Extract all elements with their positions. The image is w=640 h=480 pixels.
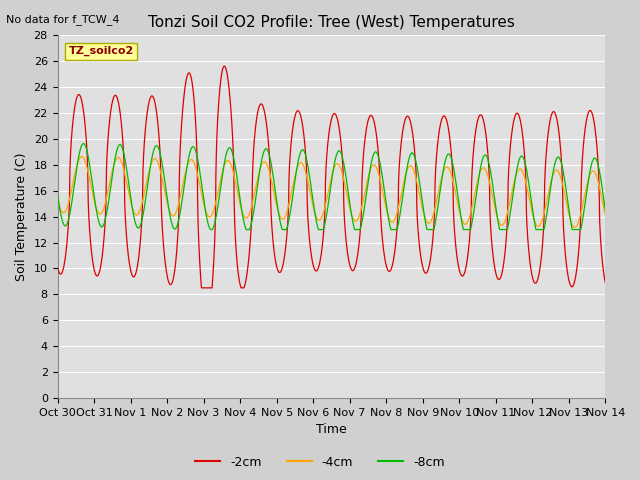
- Y-axis label: Soil Temperature (C): Soil Temperature (C): [15, 152, 28, 281]
- Legend: -2cm, -4cm, -8cm: -2cm, -4cm, -8cm: [190, 451, 450, 474]
- Text: TZ_soilco2: TZ_soilco2: [68, 46, 134, 57]
- Text: No data for f_TCW_4: No data for f_TCW_4: [6, 14, 120, 25]
- Title: Tonzi Soil CO2 Profile: Tree (West) Temperatures: Tonzi Soil CO2 Profile: Tree (West) Temp…: [148, 15, 515, 30]
- X-axis label: Time: Time: [316, 423, 347, 436]
